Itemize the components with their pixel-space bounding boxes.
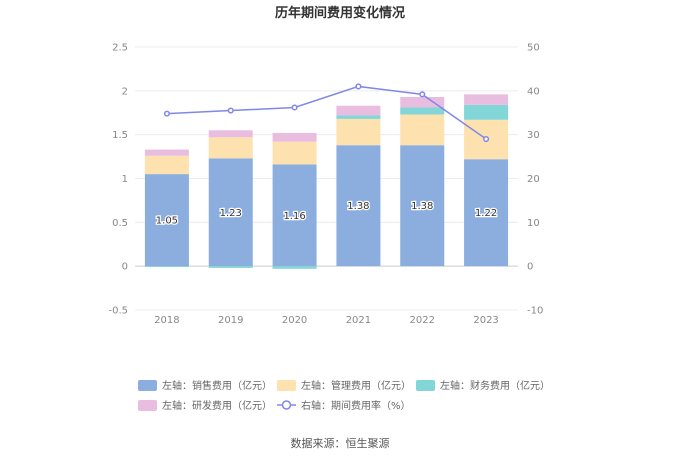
bar-segment [144,174,189,267]
bar-segment [272,141,317,165]
bar-data-label: 1.38 [411,201,433,212]
line-point [291,104,298,111]
bar-segment [336,105,381,116]
bar-segment [272,132,317,142]
bar-data-label: 1.38 [347,201,369,212]
left-tick-label: -0.5 [108,306,128,317]
bar-segment [336,118,381,146]
right-tick-label: 10 [527,218,540,229]
legend-item[interactable]: 左轴：财务费用（亿元） [416,379,550,392]
bar-segment [400,114,445,146]
left-tick-label: 1.5 [112,130,128,141]
bar-segment [336,115,381,119]
x-tick-label: 2020 [282,315,307,326]
right-tick-label: 0 [527,262,533,273]
right-tick-label: 30 [527,130,540,141]
bar-segment [464,159,509,267]
bar-segment [208,158,253,267]
legend[interactable]: 左轴：销售费用（亿元） 左轴：管理费用（亿元） 左轴：财务费用（亿元） 左轴：研发费用… [138,379,550,412]
x-axis: 2018 2019 2020 2021 2022 2023 [154,315,499,326]
legend-swatch [138,400,157,411]
line-point [419,91,426,98]
bar-segment [208,130,253,138]
left-tick-label: 1 [122,174,128,185]
bar-segment [272,164,317,267]
line-point [163,110,170,117]
left-tick-label: 0 [122,262,128,273]
right-tick-label: 50 [527,43,540,54]
legend-swatch [138,380,157,391]
bar-segment [144,149,189,156]
x-tick-label: 2023 [473,315,498,326]
right-tick-label: -10 [527,306,543,317]
legend-label: 左轴：销售费用（亿元） [162,379,272,392]
legend-label: 左轴：管理费用（亿元） [301,379,411,392]
legend-item[interactable]: 左轴：销售费用（亿元） [138,379,272,392]
x-tick-label: 2019 [218,315,243,326]
bar-labels: 1.05 1.23 1.16 1.38 1.38 1.22 [155,200,499,228]
legend-label: 左轴：财务费用（亿元） [440,379,550,392]
bar-segment [400,145,445,267]
chart-title: 历年期间费用变化情况 [275,5,405,21]
bar-segment [208,266,253,268]
bar-segment [464,94,509,105]
right-axis: -10 0 10 20 30 40 50 [527,43,543,317]
bar-data-label: 1.16 [283,211,305,222]
left-tick-label: 2 [122,86,128,97]
bar-segment [144,155,189,175]
right-tick-label: 20 [527,174,540,185]
legend-swatch [416,380,435,391]
line-point [483,136,490,143]
bar-segment [336,145,381,267]
right-tick-label: 40 [527,86,540,97]
bar-segment [272,266,317,269]
x-tick-label: 2022 [410,315,435,326]
bar-segment [144,266,189,268]
x-tick-label: 2018 [154,315,179,326]
line-point [355,83,362,90]
left-tick-label: 2.5 [112,43,128,54]
bar-segment [464,104,509,120]
bars [144,94,509,269]
grid [135,46,518,311]
legend-item[interactable]: 右轴：期间费用率（%） [277,399,411,412]
legend-marker [281,400,292,410]
line-expense-ratio [166,85,487,140]
legend-label: 右轴：期间费用率（%） [301,399,411,412]
legend-label: 左轴：研发费用（亿元） [162,399,272,412]
bar-segment [400,107,445,115]
bar-data-label: 1.22 [475,208,497,219]
source-text: 数据来源：恒生聚源 [291,436,390,450]
left-axis: -0.5 0 0.5 1 1.5 2 2.5 [108,43,128,317]
x-tick-label: 2021 [346,315,371,326]
bar-data-label: 1.23 [220,208,242,219]
legend-item[interactable]: 左轴：管理费用（亿元） [277,379,411,392]
line-point [227,107,234,114]
bar-segment [400,96,445,108]
line-series [163,83,490,143]
legend-item[interactable]: 左轴：研发费用（亿元） [138,399,272,412]
left-tick-label: 0.5 [112,218,128,229]
bar-data-label: 1.05 [156,216,178,227]
bar-segment [208,137,253,159]
legend-swatch [277,380,296,391]
